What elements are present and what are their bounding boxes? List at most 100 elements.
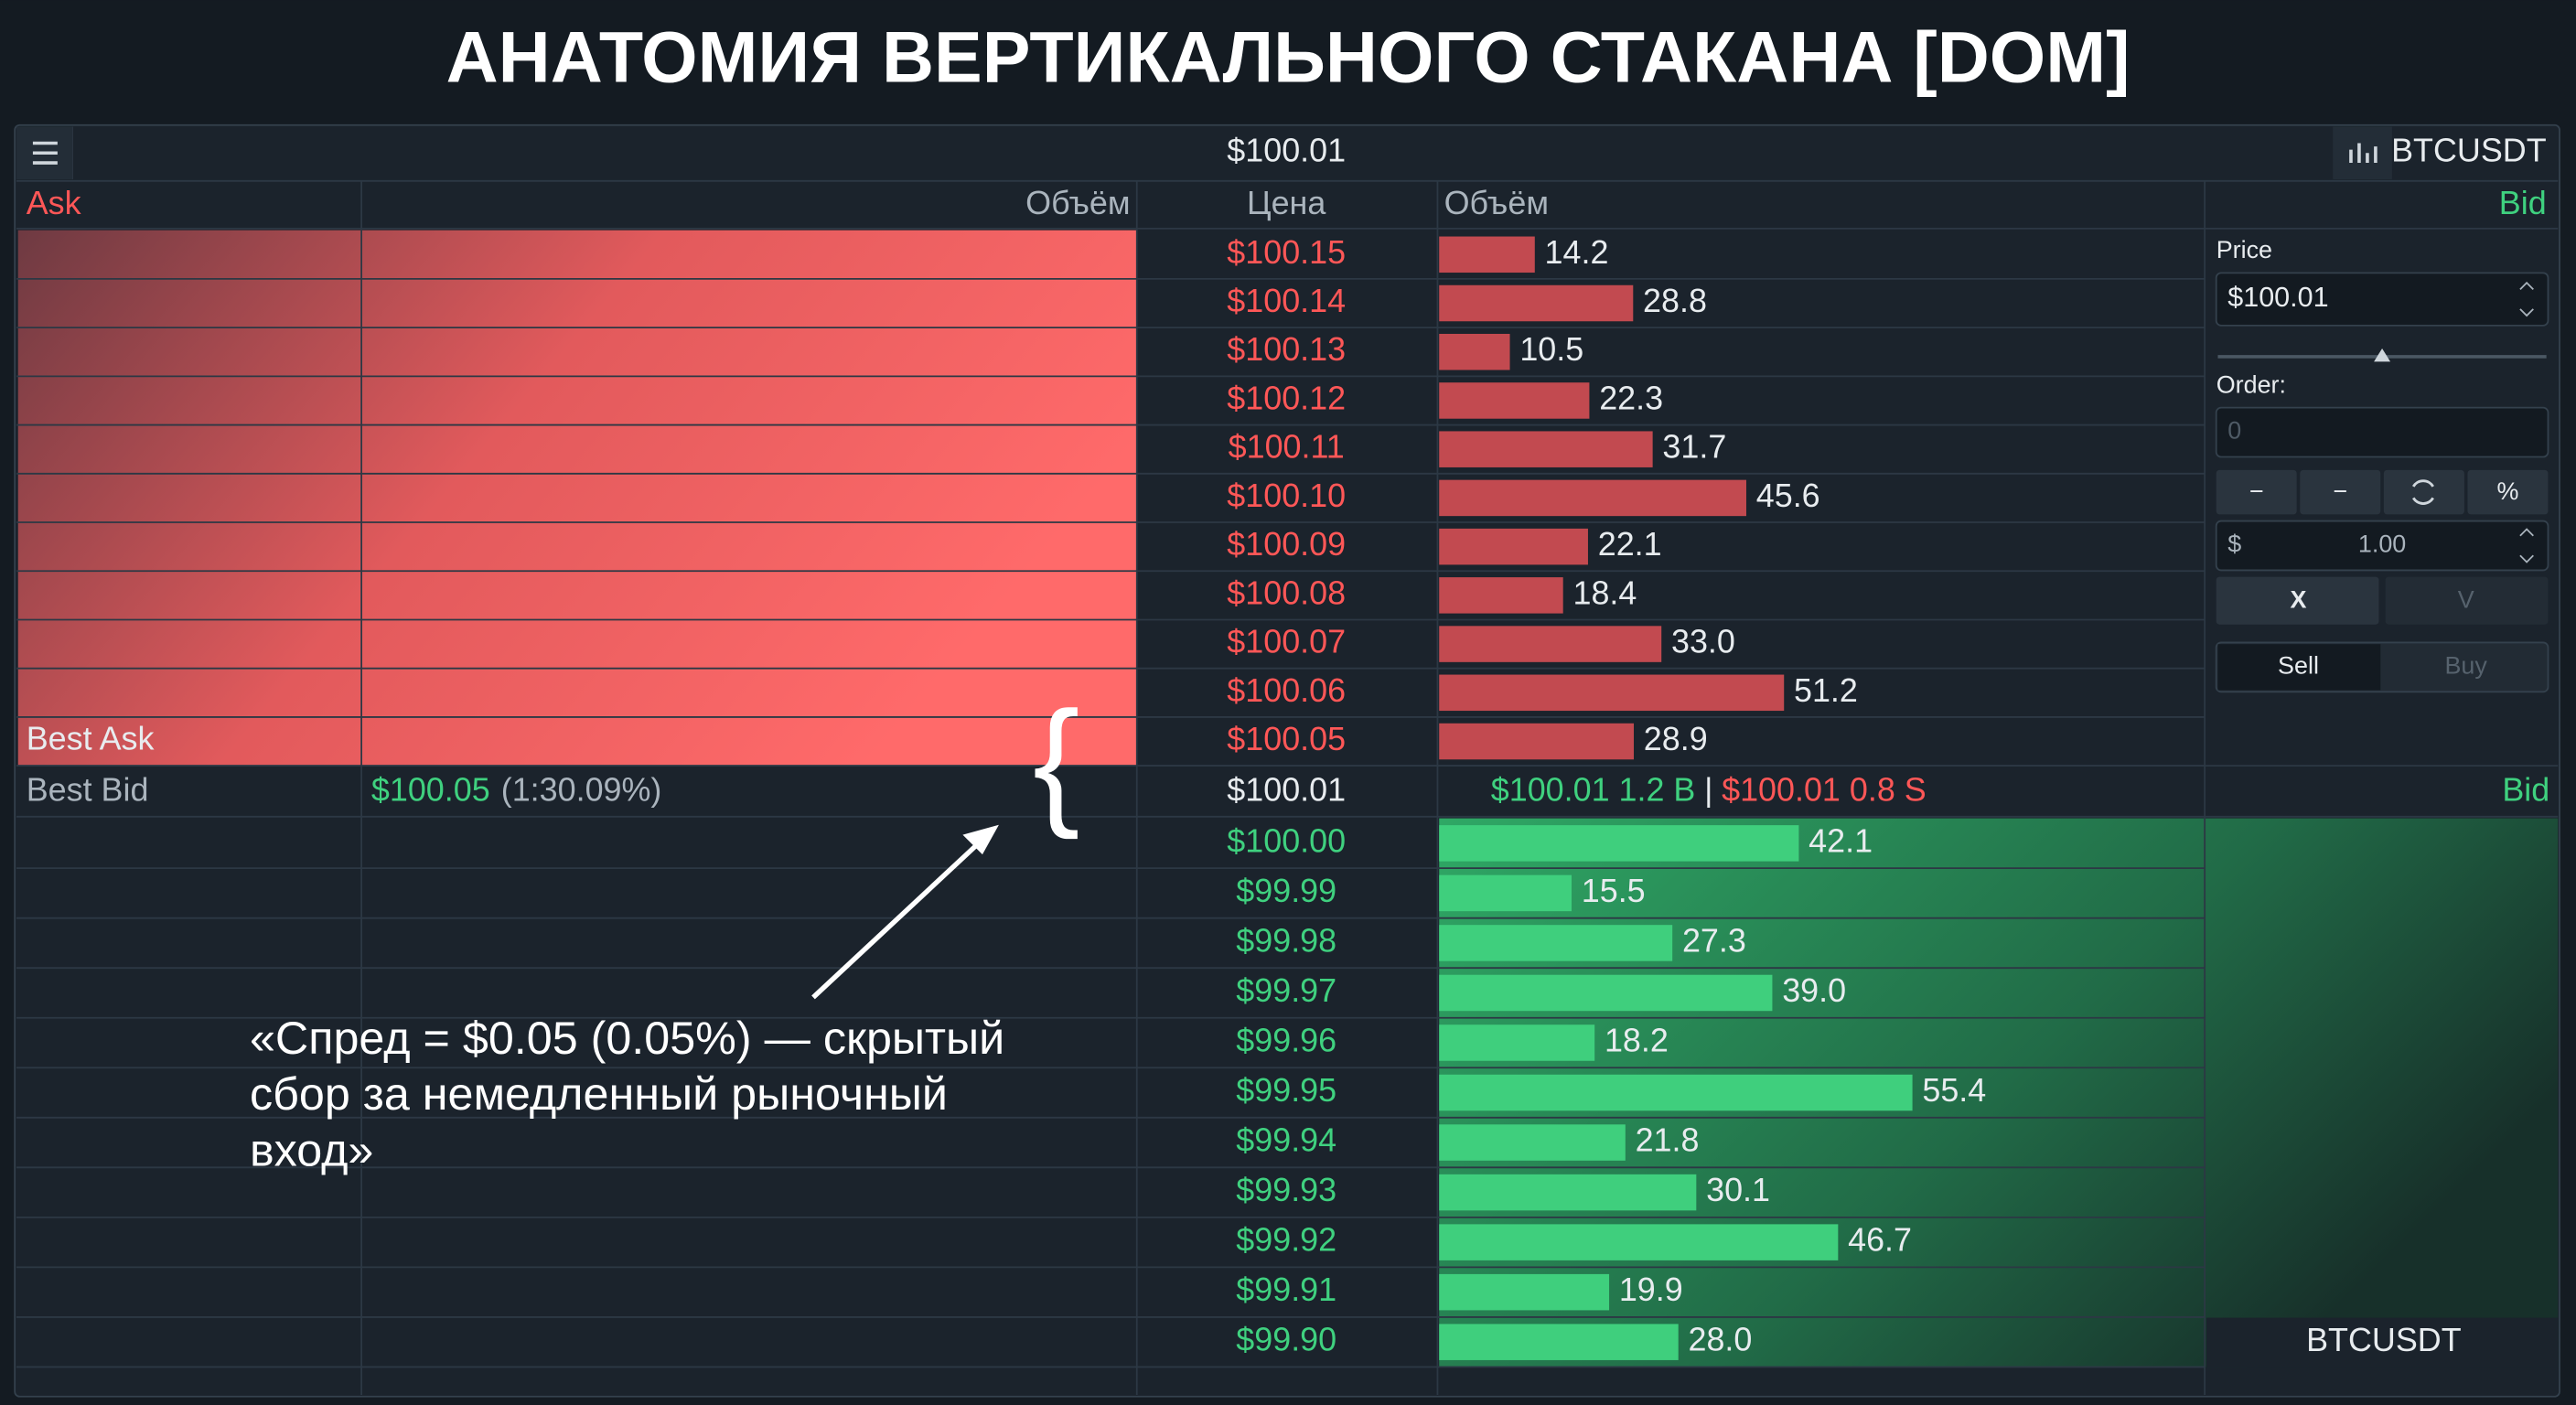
cancel-button[interactable] — [2216, 576, 2379, 625]
ask-price: $100.15 — [1227, 233, 1346, 271]
ask-volume-label: 51.2 — [1794, 671, 1858, 709]
bid-price: $100.00 — [1227, 821, 1346, 859]
bid-volume-label: 28.0 — [1688, 1321, 1752, 1358]
bid-volume-bar — [1439, 925, 1673, 961]
price-input-value: $100.01 — [2227, 282, 2328, 313]
grid — [16, 126, 2559, 1395]
bid-volume-label: 39.0 — [1782, 971, 1846, 1009]
quick-button[interactable] — [2300, 469, 2381, 515]
quick-button-label: − — [2333, 477, 2347, 505]
ask-price: $100.12 — [1227, 379, 1346, 416]
ask-volume-bar — [1439, 382, 1590, 419]
bid-price: $99.94 — [1236, 1121, 1336, 1159]
ask-volume-label: 28.8 — [1643, 282, 1707, 319]
best-bid-ratio: (1:30.09%) — [501, 770, 662, 808]
bid-price: $99.99 — [1236, 872, 1336, 909]
annotation-line: вход» — [250, 1123, 373, 1175]
order-input[interactable] — [2215, 406, 2549, 458]
ask-volume-label: 33.0 — [1671, 623, 1735, 660]
spinner[interactable] — [2519, 281, 2534, 317]
ask-price: $100.08 — [1227, 574, 1346, 611]
quick-button[interactable] — [2467, 469, 2549, 515]
confirm-button[interactable] — [2385, 576, 2549, 625]
annotation-line: сбор за немедленный рыночный — [250, 1067, 948, 1120]
bid-volume-bar — [1439, 1324, 1679, 1360]
bid-volume-bar — [1439, 1224, 1839, 1260]
bid-volume-bar — [1439, 1124, 1626, 1161]
spread-brace: { — [1033, 681, 1080, 840]
bid-volume-bar — [1439, 1024, 1595, 1061]
bid-volume-bar — [1439, 874, 1572, 912]
bid-volume-bar — [1439, 1273, 1610, 1311]
bid-volume-label: 19.9 — [1619, 1271, 1683, 1308]
menu-icon — [32, 141, 58, 165]
refresh-icon — [2411, 479, 2434, 505]
bid-price: $99.93 — [1236, 1171, 1336, 1208]
ask-volume-bar — [1439, 431, 1653, 467]
ask-volume-bar — [1439, 479, 1746, 517]
ask-price: $100.05 — [1227, 720, 1346, 757]
bid-price: $99.95 — [1236, 1071, 1336, 1109]
ask-area — [17, 230, 1137, 767]
last-buy: $100.01 1.2 B — [1491, 770, 1696, 808]
bid-volume-label: 55.4 — [1922, 1071, 1986, 1109]
ask-volume-label: 22.1 — [1598, 525, 1662, 563]
sell-tab[interactable] — [2217, 644, 2381, 691]
ask-volume-label: 14.2 — [1545, 233, 1609, 271]
ask-volume-bar — [1439, 626, 1662, 662]
chart-icon — [2349, 143, 2377, 164]
quick-button-label: − — [2249, 477, 2264, 505]
sell-text: Sell — [2278, 651, 2319, 679]
volume-header: Объём — [1025, 184, 1130, 221]
quick-button[interactable] — [2383, 469, 2464, 515]
bid-side-label: Bid — [2502, 770, 2549, 808]
separator: | — [1704, 770, 1712, 808]
ask-volume-label: 28.9 — [1644, 720, 1708, 757]
header-price: $100.01 — [1227, 132, 1346, 169]
bid-volume-label: 42.1 — [1809, 821, 1873, 859]
ask-volume-label: 10.5 — [1519, 330, 1583, 368]
quick-button[interactable] — [2216, 469, 2297, 515]
price-input[interactable] — [2215, 272, 2549, 327]
ask-volume-bar — [1439, 528, 1588, 565]
ask-volume-bar — [1439, 333, 1510, 370]
amount-value: 1.00 — [2358, 531, 2406, 558]
ask-volume-label: 31.7 — [1662, 428, 1726, 466]
buy-text: Buy — [2444, 651, 2487, 679]
order-input-value: 0 — [2227, 417, 2241, 445]
ask-price: $100.13 — [1227, 330, 1346, 368]
last-sell: $100.01 0.8 S — [1722, 770, 1927, 808]
bid-price: $99.97 — [1236, 971, 1336, 1009]
ask-price: $100.07 — [1227, 623, 1346, 660]
price-header: Цена — [1247, 184, 1326, 221]
bid-volume-bar — [1439, 825, 1799, 862]
page-title: АНАТОМИЯ ВЕРТИКАЛЬНОГО СТАКАНА [DOM] — [446, 16, 2131, 97]
bid-volume-label: 30.1 — [1706, 1171, 1770, 1208]
chart-button[interactable] — [2333, 126, 2392, 179]
slider-thumb[interactable] — [2374, 348, 2391, 362]
bid-price: $99.91 — [1236, 1271, 1336, 1308]
ask-volume-bar — [1439, 577, 1563, 614]
ask-price: $100.11 — [1229, 428, 1345, 466]
confirm-text: V — [2458, 586, 2474, 614]
mid-price: $100.01 — [1227, 770, 1346, 808]
footer-cell — [2206, 1317, 2559, 1367]
ask-price: $100.06 — [1227, 671, 1346, 709]
ask-volume-bar — [1439, 723, 1635, 760]
best-ask-label: Best Ask — [27, 720, 155, 757]
ask-volume-label: 22.3 — [1599, 379, 1663, 416]
cancel-text: X — [2291, 586, 2307, 614]
ask-volume-label: 45.6 — [1756, 477, 1820, 514]
bid-volume-bar — [1439, 1074, 1913, 1111]
volume-header: Объём — [1444, 184, 1549, 221]
amount-input[interactable] — [2215, 520, 2549, 572]
price-label: Price — [2216, 236, 2272, 263]
bid-volume-label: 27.3 — [1682, 921, 1746, 959]
bid-price: $99.90 — [1236, 1321, 1336, 1358]
footer-symbol: BTCUSDT — [2306, 1321, 2462, 1358]
bid-volume-label: 18.2 — [1605, 1021, 1669, 1058]
bid-price: $99.92 — [1236, 1221, 1336, 1259]
spinner[interactable] — [2519, 528, 2534, 563]
ask-volume-bar — [1439, 236, 1535, 273]
